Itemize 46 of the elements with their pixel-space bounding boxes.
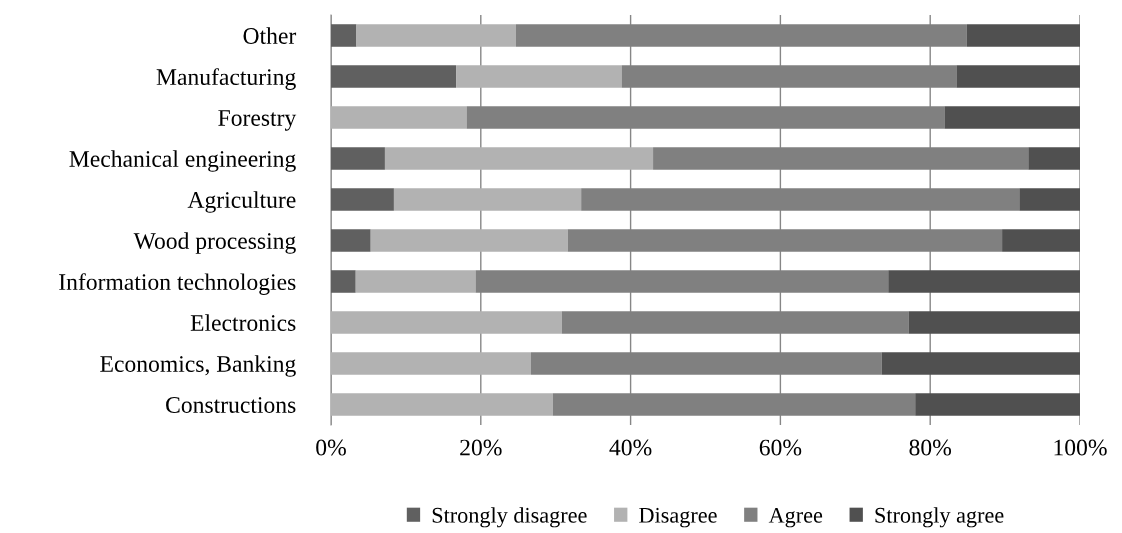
bar (944, 106, 1080, 129)
bar (331, 24, 357, 47)
bar (908, 311, 1080, 334)
x-tick-label: 80% (909, 439, 952, 456)
bar (384, 147, 654, 170)
bar (966, 24, 1080, 47)
bar (331, 311, 562, 334)
y-tick-label: Economics, Banking (100, 355, 296, 377)
bar (1019, 188, 1080, 211)
bar (456, 65, 622, 88)
legend-label: Strongly disagree (432, 507, 587, 528)
bar (915, 393, 1080, 416)
legend-label: Strongly agree (875, 507, 1004, 528)
x-tick-label: 60% (759, 439, 802, 456)
bar (331, 229, 371, 252)
bar (888, 270, 1080, 293)
y-tick-label: Other (243, 27, 297, 44)
y-tick-label: Information technologies (59, 273, 296, 295)
bar (331, 147, 385, 170)
bar (370, 229, 568, 252)
y-tick-label: Forestry (218, 110, 297, 131)
bar (331, 106, 467, 129)
legend-label: Disagree (639, 507, 717, 528)
bar (393, 188, 582, 211)
y-tick-label: Electronics (190, 314, 296, 331)
legend-label: Agree (768, 507, 823, 528)
x-tick-label: 0% (316, 439, 346, 456)
x-tick-label: 100% (1054, 439, 1107, 456)
bar (956, 65, 1080, 88)
x-tick-label: 40% (609, 439, 652, 456)
bar (356, 24, 516, 47)
bar (1002, 229, 1080, 252)
y-tick-label: Manufacturing (156, 68, 296, 90)
bar (1028, 147, 1080, 170)
y-tick-label: Wood processing (133, 232, 296, 254)
bar (355, 270, 476, 293)
y-tick-label: Mechanical engineering (69, 150, 296, 172)
bar (331, 65, 457, 88)
bar (331, 393, 553, 416)
bar (331, 270, 356, 293)
x-tick-label: 20% (460, 439, 502, 456)
y-tick-label: Constructions (166, 397, 296, 413)
bar (331, 352, 531, 375)
bar (331, 188, 394, 211)
y-tick-label: Agriculture (187, 191, 296, 213)
bar (881, 352, 1080, 375)
